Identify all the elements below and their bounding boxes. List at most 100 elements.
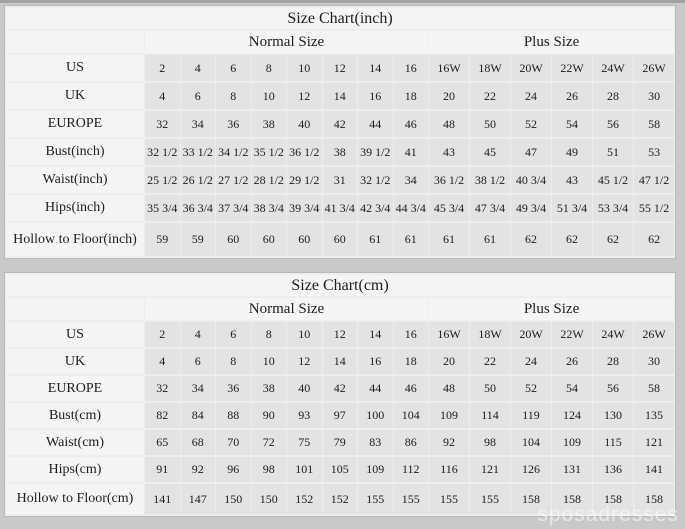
size-value: 22W xyxy=(552,55,592,81)
size-value: 98 xyxy=(251,457,286,482)
size-value: 18W xyxy=(470,322,510,347)
size-value: 32 xyxy=(145,376,180,401)
size-chart-inch-table: Size Chart(inch) Normal Size Plus Size US 2 4… xyxy=(4,5,677,259)
size-value: 6 xyxy=(180,83,215,109)
row-label: Bust(cm) xyxy=(6,403,144,428)
size-value: 16 xyxy=(393,55,428,81)
table-row: US 2 4 6 8 10 12 14 16 16W 18W 20W 22W 24W 26W xyxy=(6,55,675,81)
size-value: 8 xyxy=(216,83,251,109)
row-label: Hollow to Floor(cm) xyxy=(6,484,144,514)
size-value: 61 xyxy=(429,223,469,256)
size-value: 61 xyxy=(470,223,510,256)
group-header-plus-size: Plus Size xyxy=(429,298,675,320)
size-chart-inch-title: Size Chart(inch) xyxy=(6,8,675,29)
row-label: Hollow to Floor(inch) xyxy=(6,223,144,256)
corner-cell xyxy=(6,31,144,53)
size-value: 4 xyxy=(145,349,180,374)
size-value: 82 xyxy=(145,403,180,428)
size-value: 152 xyxy=(322,484,357,514)
size-value: 104 xyxy=(511,430,551,455)
size-value: 14 xyxy=(322,83,357,109)
size-value: 121 xyxy=(634,430,675,455)
size-value: 20W xyxy=(511,322,551,347)
table-row: Hips(inch) 35 3/4 36 3/4 37 3/4 38 3/4 39 3/4… xyxy=(6,195,675,221)
size-value: 92 xyxy=(429,430,469,455)
row-label: Hips(inch) xyxy=(6,195,144,221)
size-value: 41 xyxy=(393,139,428,165)
size-value: 75 xyxy=(287,430,322,455)
size-value: 12 xyxy=(287,83,322,109)
size-value: 60 xyxy=(322,223,357,256)
size-value: 35 1/2 xyxy=(251,139,286,165)
size-value: 65 xyxy=(145,430,180,455)
size-value: 33 1/2 xyxy=(180,139,215,165)
row-label: US xyxy=(6,322,144,347)
size-value: 4 xyxy=(145,83,180,109)
row-label: US xyxy=(6,55,144,81)
size-value: 46 xyxy=(393,376,428,401)
size-value: 36 1/2 xyxy=(287,139,322,165)
size-value: 84 xyxy=(180,403,215,428)
row-label: Hips(cm) xyxy=(6,457,144,482)
size-value: 158 xyxy=(552,484,592,514)
size-value: 35 3/4 xyxy=(145,195,180,221)
size-charts-container: Size Chart(inch) Normal Size Plus Size US 2 4… xyxy=(4,5,677,517)
size-value: 100 xyxy=(358,403,393,428)
size-value: 42 xyxy=(322,111,357,137)
size-value: 14 xyxy=(358,55,393,81)
size-value: 131 xyxy=(552,457,592,482)
size-value: 136 xyxy=(593,457,633,482)
table-row: Waist(inch) 25 1/2 26 1/2 27 1/2 28 1/2 29 1/… xyxy=(6,167,675,193)
size-value: 119 xyxy=(511,403,551,428)
size-value: 30 xyxy=(634,83,675,109)
size-value: 18 xyxy=(393,349,428,374)
size-value: 158 xyxy=(634,484,675,514)
size-value: 52 xyxy=(511,111,551,137)
table-row: Bust(inch) 32 1/2 33 1/2 34 1/2 35 1/2 36 1/2… xyxy=(6,139,675,165)
size-value: 10 xyxy=(287,322,322,347)
size-value: 135 xyxy=(634,403,675,428)
size-value: 20W xyxy=(511,55,551,81)
size-value: 8 xyxy=(216,349,251,374)
table-row: UK 4 6 8 10 12 14 16 18 20 22 24 26 28 30 xyxy=(6,349,675,374)
size-value: 24W xyxy=(593,55,633,81)
size-value: 28 xyxy=(593,349,633,374)
size-value: 54 xyxy=(552,376,592,401)
row-label: UK xyxy=(6,349,144,374)
size-value: 10 xyxy=(251,83,286,109)
size-value: 45 1/2 xyxy=(593,167,633,193)
size-value: 26W xyxy=(634,322,675,347)
size-value: 70 xyxy=(216,430,251,455)
size-value: 32 xyxy=(145,111,180,137)
size-value: 6 xyxy=(180,349,215,374)
size-value: 34 xyxy=(393,167,428,193)
row-label: Waist(inch) xyxy=(6,167,144,193)
table-row: Hollow to Floor(inch) 59 59 60 60 60 60 61 61 61 6… xyxy=(6,223,675,256)
size-value: 38 1/2 xyxy=(470,167,510,193)
size-value: 50 xyxy=(470,376,510,401)
size-value: 126 xyxy=(511,457,551,482)
size-value: 22 xyxy=(470,349,510,374)
size-value: 109 xyxy=(552,430,592,455)
size-value: 112 xyxy=(393,457,428,482)
size-value: 27 1/2 xyxy=(216,167,251,193)
size-value: 62 xyxy=(634,223,675,256)
size-value: 12 xyxy=(322,55,357,81)
size-value: 47 xyxy=(511,139,551,165)
size-value: 96 xyxy=(216,457,251,482)
size-value: 155 xyxy=(358,484,393,514)
group-header-normal-size: Normal Size xyxy=(145,298,428,320)
size-value: 124 xyxy=(552,403,592,428)
size-value: 12 xyxy=(287,349,322,374)
size-value: 43 xyxy=(552,167,592,193)
table-row: Waist(cm) 65 68 70 72 75 79 83 86 92 98 104 109 115 12… xyxy=(6,430,675,455)
size-value: 26 1/2 xyxy=(180,167,215,193)
size-value: 34 xyxy=(180,111,215,137)
size-value: 59 xyxy=(145,223,180,256)
size-value: 109 xyxy=(429,403,469,428)
size-value: 24W xyxy=(593,322,633,347)
size-value: 90 xyxy=(251,403,286,428)
size-value: 53 3/4 xyxy=(593,195,633,221)
size-value: 4 xyxy=(180,55,215,81)
